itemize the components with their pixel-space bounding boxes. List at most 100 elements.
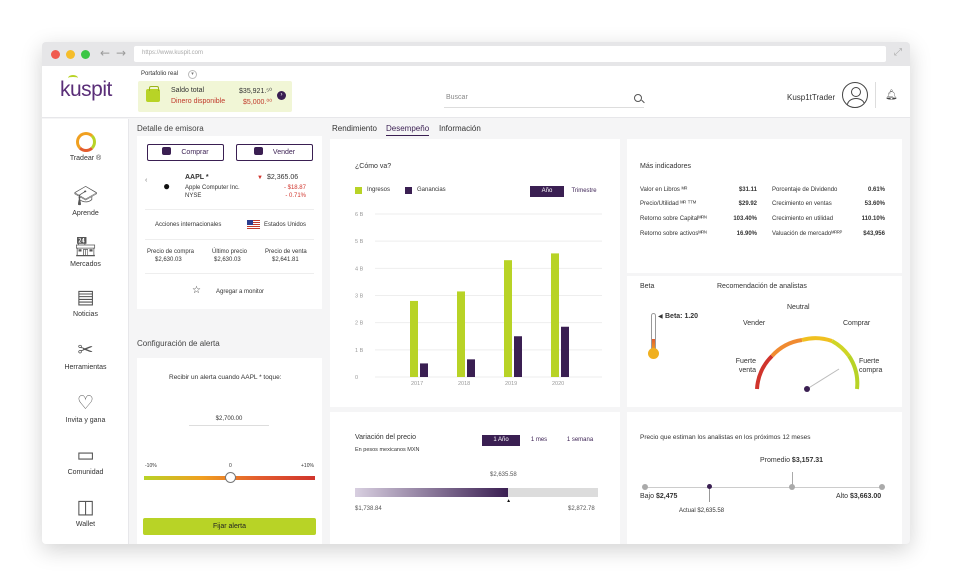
indicator-value: $31.11	[738, 187, 757, 193]
bell-icon[interactable]: 🔔︎	[885, 90, 898, 101]
sell-price: $2,641.81	[272, 257, 299, 263]
last-price: $2,630.03	[214, 257, 241, 263]
tab-desempeno[interactable]: Desempeño	[386, 124, 430, 136]
y-tick-label: 4 B	[355, 266, 364, 272]
chevron-right-icon[interactable]: ›	[277, 91, 286, 100]
sidebar-item-label: Noticias	[73, 311, 98, 318]
apple-logo-icon: ●	[163, 179, 171, 193]
url-bar[interactable]: https://www.kuspit.com	[134, 46, 886, 62]
divider	[875, 82, 876, 108]
sidebar-item-label: Aprende	[72, 210, 99, 217]
period-1y[interactable]: 1 Año	[482, 435, 520, 446]
actual-line	[709, 489, 710, 502]
indicators-panel: Más indicadores Valor en Libros ᴹᴿ $31.1…	[627, 139, 902, 273]
indicator-label: Valor en Libros ᴹᴿ	[640, 187, 688, 193]
sidebar-item-comunidad[interactable]: ▭ Comunidad	[42, 444, 129, 476]
bar-ingresos-2017[interactable]	[410, 300, 418, 377]
tab-rendimiento[interactable]: Rendimiento	[332, 124, 377, 133]
portfolio-selector-label[interactable]: Portafolio real	[141, 71, 179, 77]
sidebar-item-label: Invita y gana	[65, 417, 106, 424]
close-window-button[interactable]	[51, 50, 60, 59]
sidebar-item-tradear[interactable]: Tradear ®	[42, 132, 129, 162]
tab-informacion[interactable]: Información	[439, 124, 481, 133]
back-arrow-icon[interactable]: ←	[100, 46, 111, 60]
analyst-target-title: Precio que estiman los analistas en los …	[640, 434, 811, 441]
set-alert-button[interactable]: Fijar alerta	[143, 518, 316, 535]
expand-icon[interactable]: ⤢	[894, 47, 902, 58]
beta-recommendation-panel: Beta ◀ Beta: 1.20 Recomendación de anali…	[627, 276, 902, 407]
y-tick-label: 5 B	[355, 239, 364, 245]
balance-card: Saldo total $35,921.⁵⁰ Dinero disponible…	[138, 81, 292, 112]
period-1m[interactable]: 1 mes	[530, 437, 548, 443]
price-marker-icon: ▲	[506, 498, 512, 504]
indicator-value: 103.40%	[733, 216, 757, 222]
beta-title: Beta	[640, 283, 655, 290]
scale-mid: 0	[229, 463, 232, 469]
sidebar-item-noticias[interactable]: ▤ Noticias	[42, 286, 129, 318]
tradear-ring-icon	[75, 132, 96, 152]
toggle-year[interactable]: Año	[530, 186, 564, 197]
sidebar-item-aprende[interactable]: 🎓︎ Aprende	[42, 185, 129, 217]
minimize-window-button[interactable]	[66, 50, 75, 59]
bar-ganancias-2017[interactable]	[420, 363, 428, 377]
buy-button[interactable]: Comprar	[147, 144, 224, 161]
sidebar-item-invita[interactable]: ♡ Invita y gana	[42, 392, 129, 424]
star-icon[interactable]: ☆	[192, 285, 201, 296]
buy-label: Comprar	[181, 149, 209, 156]
forward-arrow-icon[interactable]: →	[116, 46, 127, 60]
alert-slider-handle[interactable]	[225, 472, 236, 483]
indicator-value: 16.90%	[736, 231, 757, 237]
y-tick-label: 6 B	[355, 212, 364, 218]
bar-ganancias-2020[interactable]	[561, 326, 569, 377]
add-to-monitor-link[interactable]: Agregar a monitor	[216, 289, 265, 295]
total-balance-value: $35,921.⁵⁰	[239, 88, 272, 95]
bar-ganancias-2018[interactable]	[467, 359, 475, 377]
analyst-target-panel: Precio que estiman los analistas en los …	[627, 412, 902, 544]
tools-icon: ✂︎	[77, 339, 94, 361]
actual-label: Actual	[679, 508, 696, 514]
target-range-line	[645, 487, 882, 488]
sidebar-item-herramientas[interactable]: ✂︎ Herramientas	[42, 339, 129, 371]
indicator-label: Retorno sobre activosᴹᴿᴺ	[640, 231, 707, 237]
search-input[interactable]: Buscar	[444, 94, 644, 108]
us-flag-icon	[247, 220, 260, 229]
period-1w[interactable]: 1 semana	[566, 437, 594, 443]
total-balance-label: Saldo total	[171, 87, 205, 94]
legend-ganancias-swatch	[405, 187, 412, 194]
username[interactable]: Kusp1tTrader	[787, 93, 836, 102]
bar-ingresos-2019[interactable]	[504, 260, 512, 377]
range-max: $2,872.78	[568, 506, 595, 512]
bar-ingresos-2018[interactable]	[457, 291, 465, 377]
x-tick-label: 2020	[552, 381, 564, 387]
indicators-title: Más indicadores	[640, 163, 691, 170]
browser-chrome: ← → https://www.kuspit.com ⤢	[42, 42, 910, 66]
sell-button[interactable]: Vender	[236, 144, 313, 161]
indicator-label: Porcentaje de Dividendo	[772, 187, 838, 193]
alert-value-input[interactable]: $2,700.00	[189, 416, 269, 426]
bar-ingresos-2020[interactable]	[551, 253, 559, 377]
high-dot	[879, 484, 885, 490]
y-tick-label: 2 B	[355, 321, 364, 327]
sidebar-item-wallet[interactable]: ◫ Wallet	[42, 496, 129, 528]
buy-price: $2,630.03	[155, 257, 182, 263]
chevron-left-icon[interactable]: ‹	[145, 177, 148, 184]
available-cash-value: $5,000.⁰⁰	[243, 99, 272, 106]
search-icon[interactable]	[634, 94, 642, 102]
scale-min: -10%	[145, 463, 157, 469]
chart-title: ¿Cómo va?	[355, 163, 392, 170]
avatar[interactable]	[842, 82, 868, 108]
toggle-quarter[interactable]: Trimestre	[571, 188, 597, 194]
price-variation-subtitle: En pesos mexicanos MXN	[355, 447, 420, 453]
market-type: Acciones internacionales	[155, 222, 222, 228]
indicator-value: $29.92	[738, 201, 757, 207]
indicator-label: Precio/Utilidad ᴹᴿ ᵀᵀᴹ	[640, 201, 697, 207]
sidebar-item-mercados[interactable]: 🏪︎ Mercados	[42, 236, 129, 268]
gauge-label-strong-buy: Fuerte compra	[859, 358, 883, 374]
kuspit-logo[interactable]: kuspit	[60, 78, 112, 101]
actual-dot	[707, 484, 712, 489]
bar-ganancias-2019[interactable]	[514, 336, 522, 377]
chevron-down-icon[interactable]: ▾	[188, 70, 197, 79]
high-label: Alto	[836, 493, 849, 500]
maximize-window-button[interactable]	[81, 50, 90, 59]
actual-value: $2,635.58	[697, 508, 725, 514]
